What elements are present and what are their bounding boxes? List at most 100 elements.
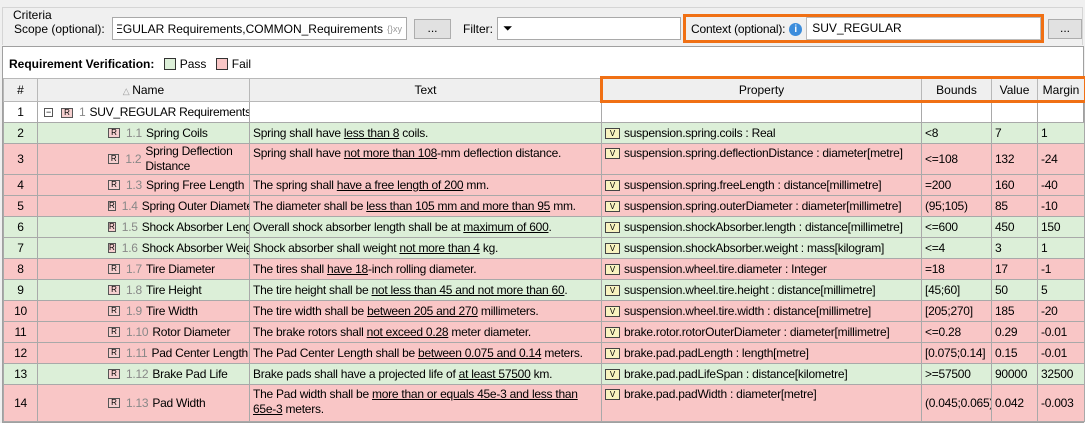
requirement-icon: R — [108, 154, 120, 164]
verification-panel: Requirement Verification: Pass Fail # △ … — [2, 46, 1085, 423]
name-cell[interactable]: R 1.11 Pad Center Length — [37, 342, 250, 364]
value-property-icon: V — [605, 285, 620, 296]
value-property-icon: V — [605, 327, 620, 338]
name-cell[interactable]: R 1.13 Pad Width — [37, 384, 250, 422]
property-name: suspension.spring.coils : Real — [624, 126, 776, 140]
bounds-cell: [45;60] — [921, 279, 992, 301]
table-row[interactable]: 5 R 1.4 Spring Outer Diameter The diameter… — [3, 195, 1085, 217]
name-cell[interactable]: R 1.4 Spring Outer Diameter — [37, 195, 250, 217]
table-row[interactable]: 9 R 1.8 Tire Height The tire height shall … — [3, 279, 1085, 301]
table-row[interactable]: 3 R 1.2 Spring Deflection Distance Spring … — [3, 143, 1085, 175]
text-post: mm. — [463, 178, 489, 192]
name-cell[interactable]: R 1.3 Spring Free Length — [37, 174, 250, 196]
row-number: 13 — [3, 363, 38, 385]
value-cell — [991, 101, 1038, 123]
col-text[interactable]: Text — [249, 78, 602, 102]
context-label: Context (optional): — [691, 21, 786, 36]
text-constraint: not exceed 0.28 — [366, 325, 449, 339]
value-property-icon: V — [605, 306, 620, 317]
col-property[interactable]: Property — [601, 78, 922, 102]
bounds-cell: <=4 — [921, 237, 992, 259]
table-row[interactable]: 4 R 1.3 Spring Free Length The spring shal… — [3, 174, 1085, 196]
req-index: 1.5 — [121, 220, 138, 234]
bounds-cell: [0.075;0.14] — [921, 342, 992, 364]
bounds-cell — [921, 101, 992, 123]
margin-cell: -0.003 — [1037, 384, 1085, 422]
collapse-icon[interactable]: − — [44, 107, 53, 118]
context-input[interactable]: SUV_REGULAR — [806, 17, 1041, 40]
text-post: mm. — [550, 199, 576, 213]
name-cell[interactable]: R 1.5 Shock Absorber Length — [37, 216, 250, 238]
scope-browse-button[interactable]: ... — [414, 19, 451, 39]
funnel-icon[interactable]: ⏷ — [503, 21, 513, 35]
req-name: Spring Deflection Distance — [145, 144, 233, 174]
value-cell: 17 — [991, 258, 1038, 280]
name-cell[interactable]: R 1.8 Tire Height — [37, 279, 250, 301]
bounds-cell: (0.045;0.065) — [921, 384, 992, 422]
req-index: 1.13 — [126, 396, 149, 410]
col-value[interactable]: Value — [991, 78, 1038, 102]
req-index: 1.12 — [126, 367, 149, 381]
table-row[interactable]: 11 R 1.10 Rotor Diameter The brake rotors … — [3, 321, 1085, 343]
req-index: 1.1 — [126, 126, 142, 140]
table-row-root[interactable]: 1 − R 1 SUV_REGULAR Requirements — [3, 101, 1085, 123]
filter-input[interactable]: ⏷ — [497, 17, 681, 40]
table-row[interactable]: 2 R 1.1 Spring Coils Spring shall have les… — [3, 122, 1085, 144]
value-property-icon: V — [605, 148, 620, 159]
req-name: Shock Absorber Weight — [141, 241, 249, 255]
col-bounds[interactable]: Bounds — [921, 78, 992, 102]
margin-cell: -20 — [1037, 300, 1085, 322]
margin-cell: 1 — [1037, 122, 1085, 144]
col-margin[interactable]: Margin — [1037, 78, 1085, 102]
table-row[interactable]: 10 R 1.9 Tire Width The tire width shall b… — [3, 300, 1085, 322]
requirement-icon: R — [108, 222, 116, 232]
scope-input[interactable]: REGULAR Requirements,COMMON_Requirements… — [112, 17, 407, 40]
table-row[interactable]: 14 R 1.13 Pad Width The Pad width shall be… — [3, 384, 1085, 422]
name-cell[interactable]: R 1.7 Tire Diameter — [37, 258, 250, 280]
name-cell[interactable]: R 1.1 Spring Coils — [37, 122, 250, 144]
text-post: meter diameter. — [448, 325, 531, 339]
table-row[interactable]: 6 R 1.5 Shock Absorber Length Overall shoc… — [3, 216, 1085, 238]
value-property-icon: V — [605, 369, 620, 380]
text-constraint: not less than 45 and not more than 60 — [371, 283, 565, 297]
scope-value: REGULAR Requirements,COMMON_Requirements — [117, 21, 383, 36]
text-cell: The tire width shall be between 205 and … — [249, 300, 602, 322]
name-cell[interactable]: − R 1 SUV_REGULAR Requirements — [37, 101, 250, 123]
table-row[interactable]: 8 R 1.7 Tire Diameter The tires shall have… — [3, 258, 1085, 280]
text-pre: The tires shall — [253, 262, 328, 276]
requirement-icon: R — [108, 369, 120, 379]
req-index: 1 — [79, 105, 86, 119]
col-number[interactable]: # — [3, 78, 38, 102]
name-cell[interactable]: R 1.12 Brake Pad Life — [37, 363, 250, 385]
text-pre: The Pad width shall be — [253, 387, 372, 401]
name-cell[interactable]: R 1.10 Rotor Diameter — [37, 321, 250, 343]
margin-cell: -0.01 — [1037, 321, 1085, 343]
req-name: Tire Diameter — [145, 262, 215, 276]
table-row[interactable]: 13 R 1.12 Brake Pad Life Brake pads shall … — [3, 363, 1085, 385]
context-browse-button[interactable]: ... — [1048, 19, 1082, 39]
req-index: 1.8 — [126, 283, 142, 297]
legend-pass: Pass — [179, 57, 207, 71]
name-cell[interactable]: R 1.9 Tire Width — [37, 300, 250, 322]
text-pre: Spring shall have — [253, 146, 344, 160]
value-cell: 450 — [991, 216, 1038, 238]
table-row[interactable]: 12 R 1.11 Pad Center Length The Pad Center… — [3, 342, 1085, 364]
name-cell[interactable]: R 1.2 Spring Deflection Distance — [37, 143, 250, 175]
property-name: brake.pad.padLength : length[metre] — [624, 346, 809, 360]
col-name[interactable]: △ Name — [37, 78, 250, 102]
